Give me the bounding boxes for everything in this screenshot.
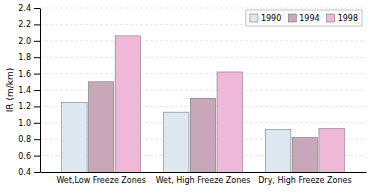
y-tick: 1.2 [18, 102, 40, 111]
bar [62, 102, 87, 172]
bar [115, 36, 140, 172]
y-tick-mark [34, 90, 40, 91]
y-tick-label: 2.2 [18, 20, 31, 29]
y-tick-mark [34, 8, 40, 9]
y-tick-label: 0.4 [18, 168, 31, 177]
legend-label: 1990 [261, 14, 281, 23]
y-axis-line [40, 9, 41, 173]
x-axis: Wet,Low Freeze Zones Wet, High Freeze Zon… [41, 173, 367, 185]
y-tick: 1.0 [18, 119, 40, 128]
x-axis-line [41, 172, 367, 173]
y-tick-label: 1.0 [18, 119, 31, 128]
y-tick-mark [34, 24, 40, 25]
legend-label: 1994 [299, 14, 319, 23]
y-tick: 0.8 [18, 135, 40, 144]
y-tick: 1.6 [18, 70, 40, 79]
plot: 0.4 0.6 0.8 1.0 1.2 1.4 1.6 1.8 2.0 2.2 2.4 Wet,Low… [18, 4, 366, 194]
legend-swatch [250, 14, 258, 22]
chart: 0.4 0.6 0.8 1.0 1.2 1.4 1.6 1.8 2.0 2.2 2.4 Wet,Low… [0, 0, 374, 194]
legend-item: 1990 [250, 14, 281, 23]
y-tick-mark [34, 41, 40, 42]
bar [292, 138, 317, 172]
y-tick-label: 1.6 [18, 70, 31, 79]
legend-label: 1998 [338, 14, 358, 23]
y-axis-title: IR (m/km) [5, 68, 15, 113]
x-tick-label: Dry, High Freeze Zones [258, 176, 351, 185]
y-tick-mark [34, 57, 40, 58]
legend-item: 1998 [327, 14, 358, 23]
grid-line [40, 73, 366, 74]
legend: 1990 1994 1998 [246, 10, 362, 26]
y-tick-label: 2.4 [18, 4, 31, 13]
y-tick: 1.8 [18, 53, 40, 62]
y-tick-label: 1.2 [18, 102, 31, 111]
grid-line [40, 8, 366, 9]
y-tick-mark [34, 123, 40, 124]
bar [164, 112, 189, 172]
y-tick-mark [34, 156, 40, 157]
legend-swatch [327, 14, 335, 22]
x-tick: Dry, High Freeze Zones [258, 176, 351, 185]
legend-item: 1994 [288, 14, 319, 23]
y-tick: 0.4 [18, 168, 40, 177]
x-tick: Wet, High Freeze Zones [156, 176, 251, 185]
bar [88, 82, 113, 172]
y-tick-label: 0.6 [18, 152, 31, 161]
legend-swatch [288, 14, 296, 22]
x-tick-label: Wet,Low Freeze Zones [56, 176, 146, 185]
bar-series [115, 36, 344, 172]
y-tick-label: 1.8 [18, 53, 31, 62]
y-tick-mark [34, 139, 40, 140]
x-tick: Wet,Low Freeze Zones [56, 176, 146, 185]
y-tick-label: 0.8 [18, 135, 31, 144]
bar [217, 72, 242, 172]
x-tick-label: Wet, High Freeze Zones [156, 176, 251, 185]
y-tick: 2.2 [18, 20, 40, 29]
y-tick: 2.0 [18, 37, 40, 46]
grid-line [40, 40, 366, 41]
y-tick: 0.6 [18, 152, 40, 161]
y-tick: 1.4 [18, 86, 40, 95]
bar [265, 129, 290, 172]
y-tick-mark [34, 74, 40, 75]
y-tick-mark [34, 172, 40, 173]
y-tick-mark [34, 106, 40, 107]
bar [190, 98, 215, 172]
y-tick: 2.4 [18, 4, 40, 13]
y-tick-label: 2.0 [18, 37, 31, 46]
y-axis: 0.4 0.6 0.8 1.0 1.2 1.4 1.6 1.8 2.0 2.2 2.4 [18, 4, 40, 177]
y-tick-label: 1.4 [18, 86, 31, 95]
bars [62, 36, 345, 172]
bar [319, 129, 344, 172]
grid-line [40, 57, 366, 58]
legend-frame [246, 10, 362, 26]
